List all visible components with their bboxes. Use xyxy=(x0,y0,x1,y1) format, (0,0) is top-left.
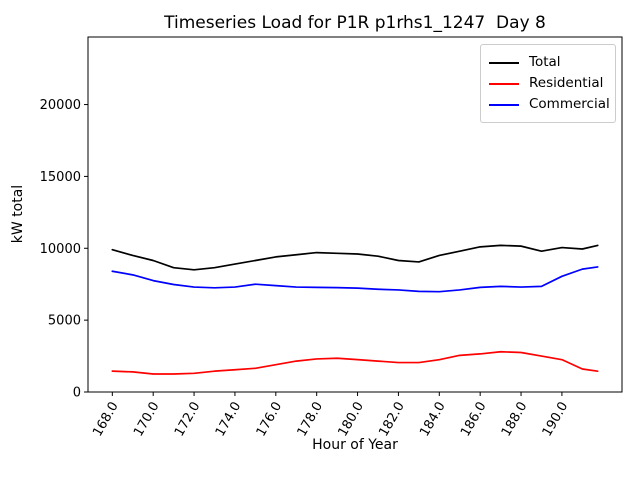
x-tick-label: 176.0 xyxy=(254,400,286,440)
chart-title: Timeseries Load for P1R p1rhs1_1247 Day … xyxy=(164,13,546,33)
y-tick-label: 20000 xyxy=(40,98,81,113)
y-tick-label: 10000 xyxy=(40,242,81,257)
x-tick-label: 178.0 xyxy=(295,400,327,440)
legend-entry-total: Total xyxy=(489,52,607,73)
series-line-residential xyxy=(111,350,599,375)
x-tick-label: 182.0 xyxy=(376,400,408,440)
y-axis-label: kW total xyxy=(10,184,26,244)
y-tick-label: 15000 xyxy=(40,170,81,185)
legend-label-total: Total xyxy=(529,54,561,70)
legend-line-swatch-commercial xyxy=(489,103,519,106)
y-tick-label: 5000 xyxy=(48,314,81,329)
legend-label-residential: Residential xyxy=(529,75,604,91)
legend: Total Residential Commercial xyxy=(480,44,616,123)
legend-line-swatch-total xyxy=(489,61,519,64)
x-tick-label: 168.0 xyxy=(90,400,122,440)
x-tick-label: 170.0 xyxy=(131,400,163,440)
legend-label-commercial: Commercial xyxy=(529,96,610,112)
x-tick-label: 188.0 xyxy=(499,400,531,440)
x-tick-label: 180.0 xyxy=(335,400,367,440)
x-axis-label: Hour of Year xyxy=(312,437,398,453)
legend-line-swatch-residential xyxy=(489,82,519,85)
x-tick-label: 184.0 xyxy=(417,400,449,440)
x-tick-label: 190.0 xyxy=(540,400,572,440)
y-tick-label: 0 xyxy=(73,386,81,401)
series-line-total xyxy=(111,244,599,271)
legend-entry-commercial: Commercial xyxy=(489,94,610,115)
series-line-commercial xyxy=(111,266,599,293)
x-tick-label: 186.0 xyxy=(458,400,490,440)
x-tick-label: 172.0 xyxy=(172,400,204,440)
legend-entry-residential: Residential xyxy=(489,73,607,94)
x-tick-label: 174.0 xyxy=(213,400,245,440)
axes-frame xyxy=(87,36,623,393)
